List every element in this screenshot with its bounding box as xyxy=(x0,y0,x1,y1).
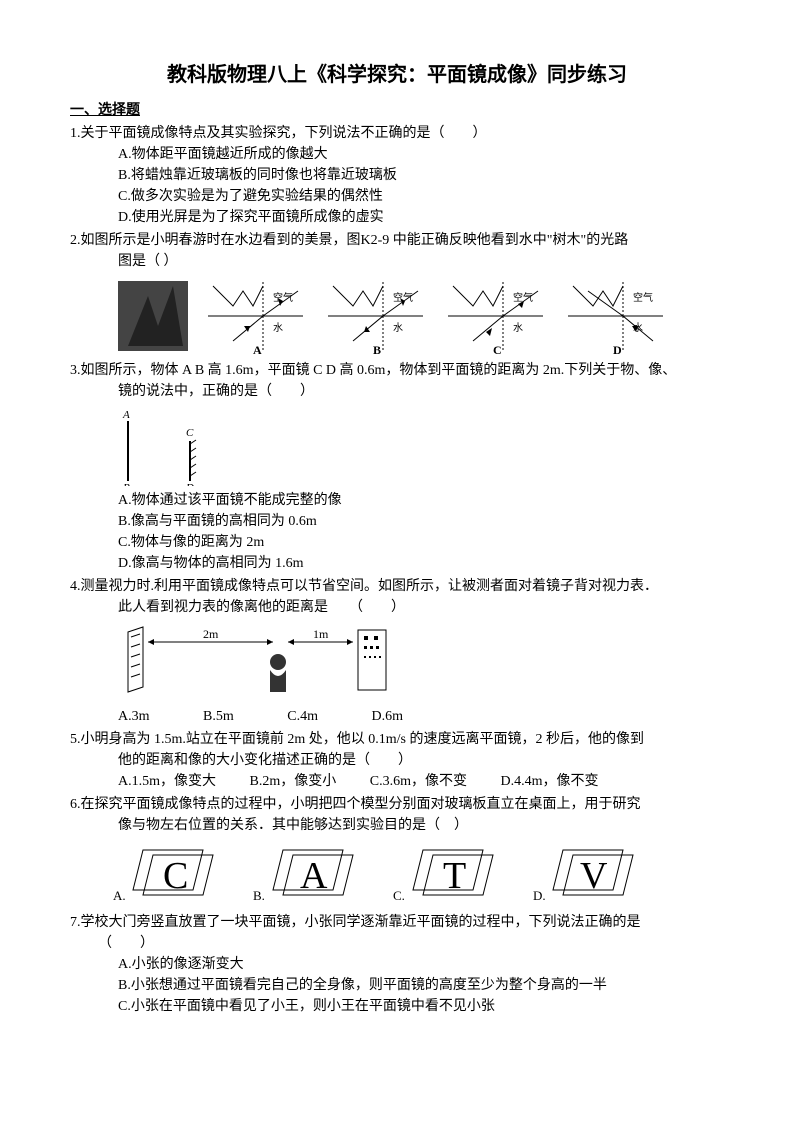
q1-stem: 1.关于平面镜成像特点及其实验探究，下列说法不正确的是（ ） xyxy=(70,123,724,144)
q3-opt-a: A.物体通过该平面镜不能成完整的像 xyxy=(70,490,724,511)
q5-opt-a: A.1.5m，像变大 xyxy=(118,774,216,789)
q2-diagrams: 空气 水 A 空气 水 B 空气 水 C 空 xyxy=(118,276,678,356)
q5-opt-b: B.2m，像变小 xyxy=(250,774,337,789)
svg-text:空气: 空气 xyxy=(273,291,293,304)
q4-stem2: 此人看到视力表的像离他的距离是 （ ） xyxy=(70,597,724,618)
svg-text:A.: A. xyxy=(113,888,126,903)
svg-text:空气: 空气 xyxy=(393,291,413,304)
svg-text:水: 水 xyxy=(393,322,403,334)
q1-opt-a: A.物体距平面镜越近所成的像越大 xyxy=(70,144,724,165)
svg-text:C: C xyxy=(186,427,194,439)
q5-options: A.1.5m，像变大 B.2m，像变小 C.3.6m，像不变 D.4.4m，像不… xyxy=(70,771,724,792)
q4-figure: 2m 1m xyxy=(70,622,724,702)
svg-text:A: A xyxy=(300,855,328,897)
q1-opt-d: D.使用光屏是为了探究平面镜所成像的虚实 xyxy=(70,207,724,228)
page-title: 教科版物理八上《科学探究：平面镜成像》同步练习 xyxy=(70,60,724,90)
q7-opt-c: C.小张在平面镜中看见了小王，则小王在平面镜中看不见小张 xyxy=(70,996,724,1017)
svg-text:空气: 空气 xyxy=(633,291,653,304)
svg-text:D.: D. xyxy=(533,888,546,903)
q6-stem: 6.在探究平面镜成像特点的过程中，小明把四个模型分别面对玻璃板直立在桌面上，用于… xyxy=(70,794,724,815)
q3-opt-d: D.像高与物体的高相同为 1.6m xyxy=(70,553,724,574)
svg-text:水: 水 xyxy=(633,322,643,334)
svg-text:C: C xyxy=(493,343,502,356)
q4-opt-d: D.6m xyxy=(371,706,403,727)
q2-figure-row: 空气 水 A 空气 水 B 空气 水 C 空 xyxy=(70,276,724,356)
svg-text:T: T xyxy=(443,855,466,897)
section-header: 一、选择题 xyxy=(70,100,724,121)
q3-figure: A B C D xyxy=(70,406,724,486)
q3-stem: 3.如图所示，物体 A B 高 1.6m，平面镜 C D 高 0.6m，物体到平… xyxy=(70,360,724,381)
q5-opt-d: D.4.4m，像不变 xyxy=(500,774,598,789)
svg-text:A: A xyxy=(122,409,130,421)
q4-opt-c: C.4m xyxy=(287,706,318,727)
q1-opt-b: B.将蜡烛靠近玻璃板的同时像也将靠近玻璃板 xyxy=(70,165,724,186)
q1-opt-c: C.做多次实验是为了避免实验结果的偶然性 xyxy=(70,186,724,207)
svg-text:V: V xyxy=(580,855,608,897)
q7-opt-a: A.小张的像逐渐变大 xyxy=(70,954,724,975)
svg-text:水: 水 xyxy=(513,322,523,334)
q4-opt-a: A.3m xyxy=(118,706,150,727)
q4-options: A.3m B.5m C.4m D.6m xyxy=(70,706,724,727)
q2-stem2: 图是（ ） xyxy=(70,251,724,272)
svg-text:D: D xyxy=(185,482,194,486)
q4-opt-b: B.5m xyxy=(203,706,234,727)
q5-stem2: 他的距离和像的大小变化描述正确的是（ ） xyxy=(70,750,724,771)
q7-stem: 7.学校大门旁竖直放置了一块平面镜，小张同学逐渐靠近平面镜的过程中，下列说法正确… xyxy=(70,912,724,933)
svg-text:B: B xyxy=(123,482,130,486)
q4-stem: 4.测量视力时.利用平面镜成像特点可以节省空间。如图所示，让被测者面对着镜子背对… xyxy=(70,576,724,597)
q5-opt-c: C.3.6m，像不变 xyxy=(370,774,467,789)
svg-text:C: C xyxy=(163,855,188,897)
svg-text:C.: C. xyxy=(393,888,405,903)
q3-opt-c: C.物体与像的距离为 2m xyxy=(70,532,724,553)
q7-opt-b: B.小张想通过平面镜看完自己的全身像，则平面镜的高度至少为整个身高的一半 xyxy=(70,975,724,996)
svg-text:B.: B. xyxy=(253,888,265,903)
svg-text:水: 水 xyxy=(273,322,283,334)
q3-opt-b: B.像高与平面镜的高相同为 0.6m xyxy=(70,511,724,532)
svg-text:空气: 空气 xyxy=(513,291,533,304)
q2-stem: 2.如图所示是小明春游时在水边看到的美景，图K2-9 中能正确反映他看到水中"树… xyxy=(70,230,724,251)
svg-text:1m: 1m xyxy=(313,627,329,641)
svg-text:D: D xyxy=(613,343,622,356)
svg-text:2m: 2m xyxy=(203,627,219,641)
q7-stem2: （ ） xyxy=(70,933,724,954)
q6-figure-row: C A. A B. T C. V D. xyxy=(70,840,724,908)
svg-text:A: A xyxy=(253,343,262,356)
q5-stem: 5.小明身高为 1.5m.站立在平面镜前 2m 处，他以 0.1m/s 的速度远… xyxy=(70,729,724,750)
svg-text:B: B xyxy=(373,343,381,356)
q6-stem2: 像与物左右位置的关系．其中能够达到实验目的是（ ） xyxy=(70,815,724,836)
q3-stem2: 镜的说法中，正确的是（ ） xyxy=(70,381,724,402)
